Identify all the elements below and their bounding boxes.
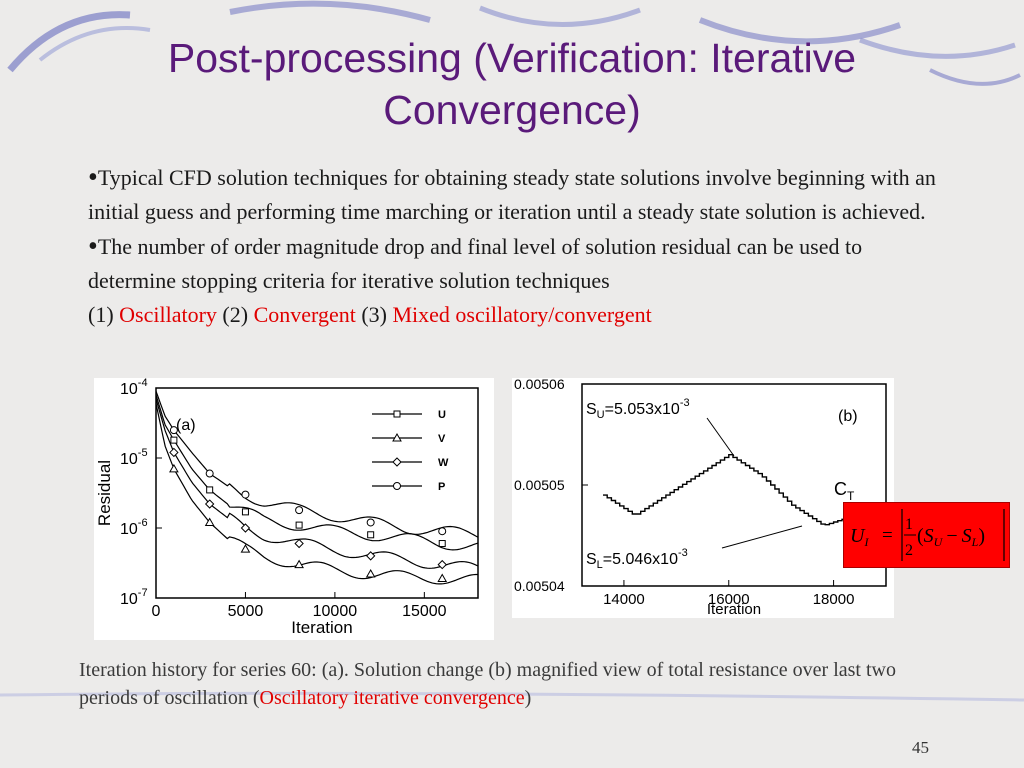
x-tick-label: 18000 (813, 591, 855, 608)
bullet-item-1: •Typical CFD solution techniques for obt… (88, 160, 948, 229)
page-title: Post-processing (Verification: Iterative… (167, 35, 857, 133)
data-point (367, 531, 375, 539)
legend-label: P (438, 481, 445, 493)
y-tick-label: 10-4 (120, 378, 148, 398)
su-annotation: SU=5.053x10-3 (586, 397, 690, 421)
panel-label-a: (a) (176, 417, 196, 434)
y-tick-label: 0.00505 (514, 477, 565, 493)
bullet-icon: • (88, 162, 98, 193)
formula-graphic: UI = 1 2 (SU − SL) (850, 509, 1005, 561)
item-number: (2) (216, 302, 254, 327)
data-point (365, 551, 376, 561)
page-number: 45 (912, 738, 929, 757)
x-tick-label: 5000 (228, 603, 264, 620)
data-point (240, 544, 251, 553)
data-point (204, 499, 215, 509)
x-tick-label: 15000 (402, 603, 447, 620)
y-tick-label: 10-7 (120, 587, 148, 608)
residual-chart: 10-4 10-5 10-6 10-7 0 5000 10000 15000 Residua… (95, 377, 479, 637)
data-point (204, 517, 215, 526)
data-point (294, 538, 304, 549)
formula-body: (SU − SL) (917, 525, 985, 549)
su-pointer (706, 417, 735, 457)
x-tick-label: 10000 (313, 603, 358, 620)
data-point (240, 523, 251, 533)
caption-highlight: Oscillatory iterative convergence (259, 687, 525, 709)
data-point (170, 436, 178, 444)
data-point (295, 506, 304, 515)
highlight-mixed: Mixed oscillatory/convergent (392, 302, 652, 327)
legend-label: U (438, 409, 446, 421)
uncertainty-formula: UI = 1 2 (SU − SL) (843, 502, 1010, 568)
figure-b: 0.00506 0.00505 0.00504 14000 16000 18000 It… (512, 376, 894, 618)
data-point (206, 486, 214, 494)
data-point (295, 521, 303, 529)
figure-a: 10-4 10-5 10-6 10-7 0 5000 10000 15000 Residua… (94, 377, 494, 640)
item-number: (3) (355, 302, 393, 327)
data-point (437, 573, 448, 582)
data-point (438, 540, 446, 548)
x-tick-label: 16000 (708, 591, 750, 608)
data-point (169, 447, 179, 458)
y-tick-label: 0.00506 (514, 378, 565, 392)
highlight-oscillatory: Oscillatory (119, 302, 217, 327)
plot-frame (155, 387, 479, 599)
bullet-text: The number of order magnitude drop and f… (88, 234, 863, 293)
data-point (241, 490, 250, 499)
legend-marker (393, 482, 401, 490)
data-point (365, 569, 376, 578)
bullet-text: Typical CFD solution techniques for obta… (88, 165, 936, 224)
caption-end: ) (524, 687, 532, 709)
ct-label: CT (834, 479, 855, 503)
sl-pointer (721, 525, 803, 549)
formula-denominator: 2 (905, 542, 913, 559)
x-tick-label: 14000 (603, 591, 645, 608)
data-point (366, 518, 375, 527)
bullet-item-2: •The number of order magnitude drop and … (88, 229, 948, 332)
ct-series-line (603, 454, 856, 526)
data-point (205, 469, 214, 478)
caption-text: Iteration history for series 60: (a). So… (79, 659, 896, 709)
series-line-u (155, 394, 479, 551)
bullet-icon: • (88, 231, 98, 262)
data-point (294, 559, 304, 569)
y-tick-label: 10-5 (120, 447, 148, 468)
x-axis-label: Iteration (291, 618, 352, 637)
item-number: (1) (88, 302, 120, 327)
figure-caption: Iteration history for series 60: (a). So… (79, 656, 959, 712)
legend-label: V (438, 433, 446, 445)
legend-label: W (438, 457, 449, 469)
series-line-v (155, 403, 478, 585)
data-point (437, 559, 447, 570)
sl-annotation: SL=5.046x10-3 (586, 547, 688, 571)
highlight-convergent: Convergent (253, 302, 356, 327)
legend-marker (393, 410, 401, 418)
y-tick-label: 0.00504 (514, 578, 565, 594)
ct-chart: 0.00506 0.00505 0.00504 14000 16000 18000 It… (514, 376, 887, 618)
panel-label-b: (b) (838, 408, 858, 425)
data-point (169, 463, 179, 473)
formula-equals: = (882, 525, 893, 546)
formula-lhs: UI (850, 525, 869, 549)
legend-marker (392, 432, 402, 442)
data-point (438, 527, 447, 536)
y-tick-label: 10-6 (120, 517, 148, 538)
x-axis-label: Iteration (707, 601, 761, 618)
x-tick-label: 0 (152, 603, 161, 620)
data-point (169, 426, 178, 435)
bullet-list: •Typical CFD solution techniques for obt… (88, 160, 948, 332)
y-axis-label: Residual (95, 460, 114, 526)
legend-marker (392, 457, 402, 467)
data-point (241, 508, 249, 516)
formula-numerator: 1 (905, 516, 913, 533)
